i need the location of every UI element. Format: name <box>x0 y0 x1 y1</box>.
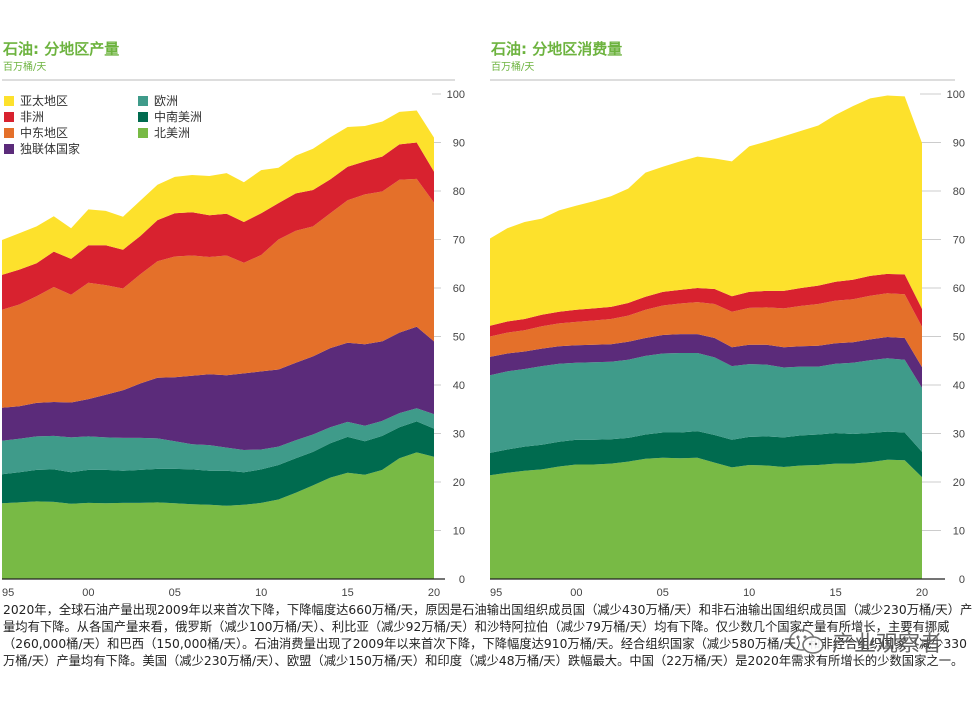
x-tick-label: 95 <box>490 587 502 599</box>
area-north-america <box>2 452 434 579</box>
area-cis <box>2 326 434 450</box>
legend-swatch-cis <box>4 143 14 154</box>
y-tick-label: 40 <box>453 380 465 392</box>
legend-label: 欧洲 <box>154 94 179 108</box>
y-tick-label: 40 <box>953 380 965 392</box>
area-north-america <box>490 457 922 579</box>
y-tick-label: 0 <box>959 574 965 586</box>
y-tick-label: 80 <box>953 186 965 198</box>
y-tick-label: 60 <box>453 283 465 295</box>
x-tick-label: 15 <box>829 587 841 599</box>
legend-swatch-africa <box>4 111 14 122</box>
area-sc-america <box>490 431 922 478</box>
y-tick-label: 100 <box>447 89 465 101</box>
y-tick-label: 50 <box>453 332 465 344</box>
production-chart: 0 10 20 30 40 50 60 70 80 90 100 95 00 05 10 15 20 <box>2 79 465 599</box>
area-europe <box>490 353 922 453</box>
area-middle-east <box>2 178 434 408</box>
legend-item-europe: 欧洲 <box>138 92 178 109</box>
x-tick-label: 95 <box>2 587 14 599</box>
y-tick-label: 90 <box>953 138 965 150</box>
consumption-chart: 0 10 20 30 40 50 60 70 80 90 100 95 00 05 10 15 20 <box>490 79 965 599</box>
x-tick-label: 15 <box>341 587 353 599</box>
production-chart-unit: 百万桶/天 <box>3 62 47 73</box>
area-europe <box>2 408 434 475</box>
production-chart-title: 石油: 分地区产量 <box>3 40 120 58</box>
watermark: 产业观察者 <box>788 626 942 658</box>
consumption-chart-unit: 百万桶/天 <box>491 62 535 73</box>
y-tick-label: 70 <box>453 235 465 247</box>
legend-item-middle-east: 中东地区 <box>4 124 68 141</box>
legend-swatch-north-america <box>138 127 148 138</box>
legend-label: 中南美洲 <box>154 110 203 124</box>
x-tick-label: 00 <box>82 587 94 599</box>
y-tick-label: 80 <box>453 186 465 198</box>
legend-item-asia-pacific: 亚太地区 <box>4 92 68 109</box>
legend-item-cis: 独联体国家 <box>4 140 80 157</box>
x-tick-label: 00 <box>570 587 582 599</box>
y-tick-label: 10 <box>453 526 465 538</box>
y-tick-label: 70 <box>953 235 965 247</box>
legend-label: 非洲 <box>20 110 45 124</box>
watermark-text: 产业观察者 <box>832 632 943 657</box>
x-tick-label: 10 <box>743 587 755 599</box>
y-tick-label: 90 <box>453 138 465 150</box>
consumption-chart-title: 石油: 分地区消费量 <box>491 40 623 58</box>
y-tick-label: 30 <box>453 429 465 441</box>
y-tick-label: 20 <box>953 477 965 489</box>
legend-label: 中东地区 <box>20 126 69 140</box>
y-tick-label: 100 <box>947 89 965 101</box>
caption-text: 2020年，全球石油产量出现2009年以来首次下降，下降幅度达660万桶/天，原… <box>3 603 973 668</box>
legend-item-north-america: 北美洲 <box>138 124 190 141</box>
x-tick-label: 05 <box>657 587 669 599</box>
y-tick-label: 10 <box>953 526 965 538</box>
area-asia-pacific <box>2 110 434 275</box>
legend-swatch-europe <box>138 95 148 106</box>
legend-label: 独联体国家 <box>20 142 81 156</box>
y-tick-label: 60 <box>953 283 965 295</box>
y-tick-label: 30 <box>953 429 965 441</box>
y-tick-label: 50 <box>953 332 965 344</box>
area-cis <box>490 334 922 388</box>
x-tick-label: 05 <box>169 587 181 599</box>
charts-svg: 0 10 20 30 40 50 60 70 80 90 100 95 00 05 10 15 20 0 10 20 3… <box>2 79 965 599</box>
legend-label: 亚太地区 <box>20 94 69 108</box>
legend-swatch-asia-pacific <box>4 95 14 106</box>
legend-swatch-middle-east <box>4 127 14 138</box>
x-tick-label: 10 <box>255 587 267 599</box>
y-tick-label: 0 <box>459 574 465 586</box>
area-sc-america <box>2 421 434 506</box>
x-tick-label: 20 <box>916 587 928 599</box>
legend-label: 北美洲 <box>154 126 191 140</box>
y-tick-label: 20 <box>453 477 465 489</box>
area-asia-pacific <box>490 95 922 326</box>
legend-item-sc-america: 中南美洲 <box>138 108 202 125</box>
wechat-icon <box>789 629 824 654</box>
x-tick-label: 20 <box>428 587 440 599</box>
area-africa <box>2 142 434 310</box>
legend-item-africa: 非洲 <box>4 108 44 125</box>
legend-swatch-sc-america <box>138 111 148 122</box>
area-africa <box>490 273 922 337</box>
area-middle-east <box>490 293 922 368</box>
